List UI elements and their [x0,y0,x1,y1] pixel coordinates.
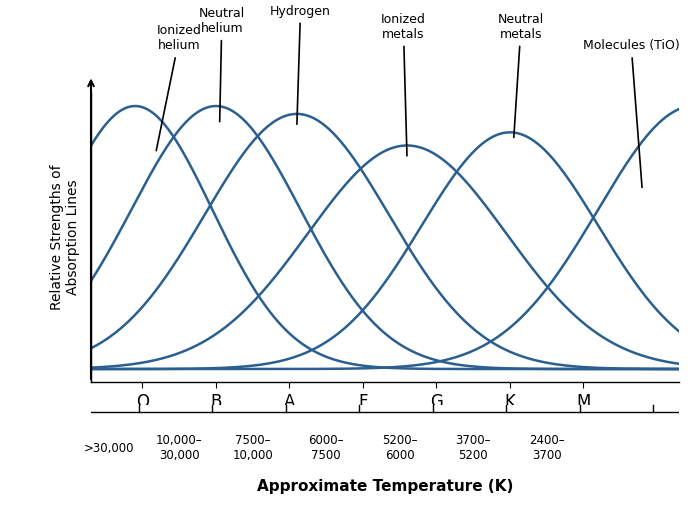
Text: Hydrogen: Hydrogen [270,5,331,124]
Text: Approximate Temperature (K): Approximate Temperature (K) [257,478,513,493]
Text: 6000–
7500: 6000– 7500 [309,434,344,462]
Text: Molecules (TiO): Molecules (TiO) [583,39,680,187]
Text: 5200–
6000: 5200– 6000 [382,434,417,462]
Text: Neutral
metals: Neutral metals [498,13,544,137]
Text: 10,000–
30,000: 10,000– 30,000 [156,434,202,462]
Text: Ionized
helium: Ionized helium [156,24,202,151]
Text: 7500–
10,000: 7500– 10,000 [232,434,273,462]
Text: 3700–
5200: 3700– 5200 [456,434,491,462]
Text: 2400–
3700: 2400– 3700 [529,434,564,462]
Text: >30,000: >30,000 [84,442,134,455]
Y-axis label: Relative Strengths of
Absorption Lines: Relative Strengths of Absorption Lines [50,165,80,310]
X-axis label: Spectral Class: Spectral Class [324,416,446,431]
Text: Neutral
helium: Neutral helium [199,7,245,122]
Text: Ionized
metals: Ionized metals [381,13,426,156]
